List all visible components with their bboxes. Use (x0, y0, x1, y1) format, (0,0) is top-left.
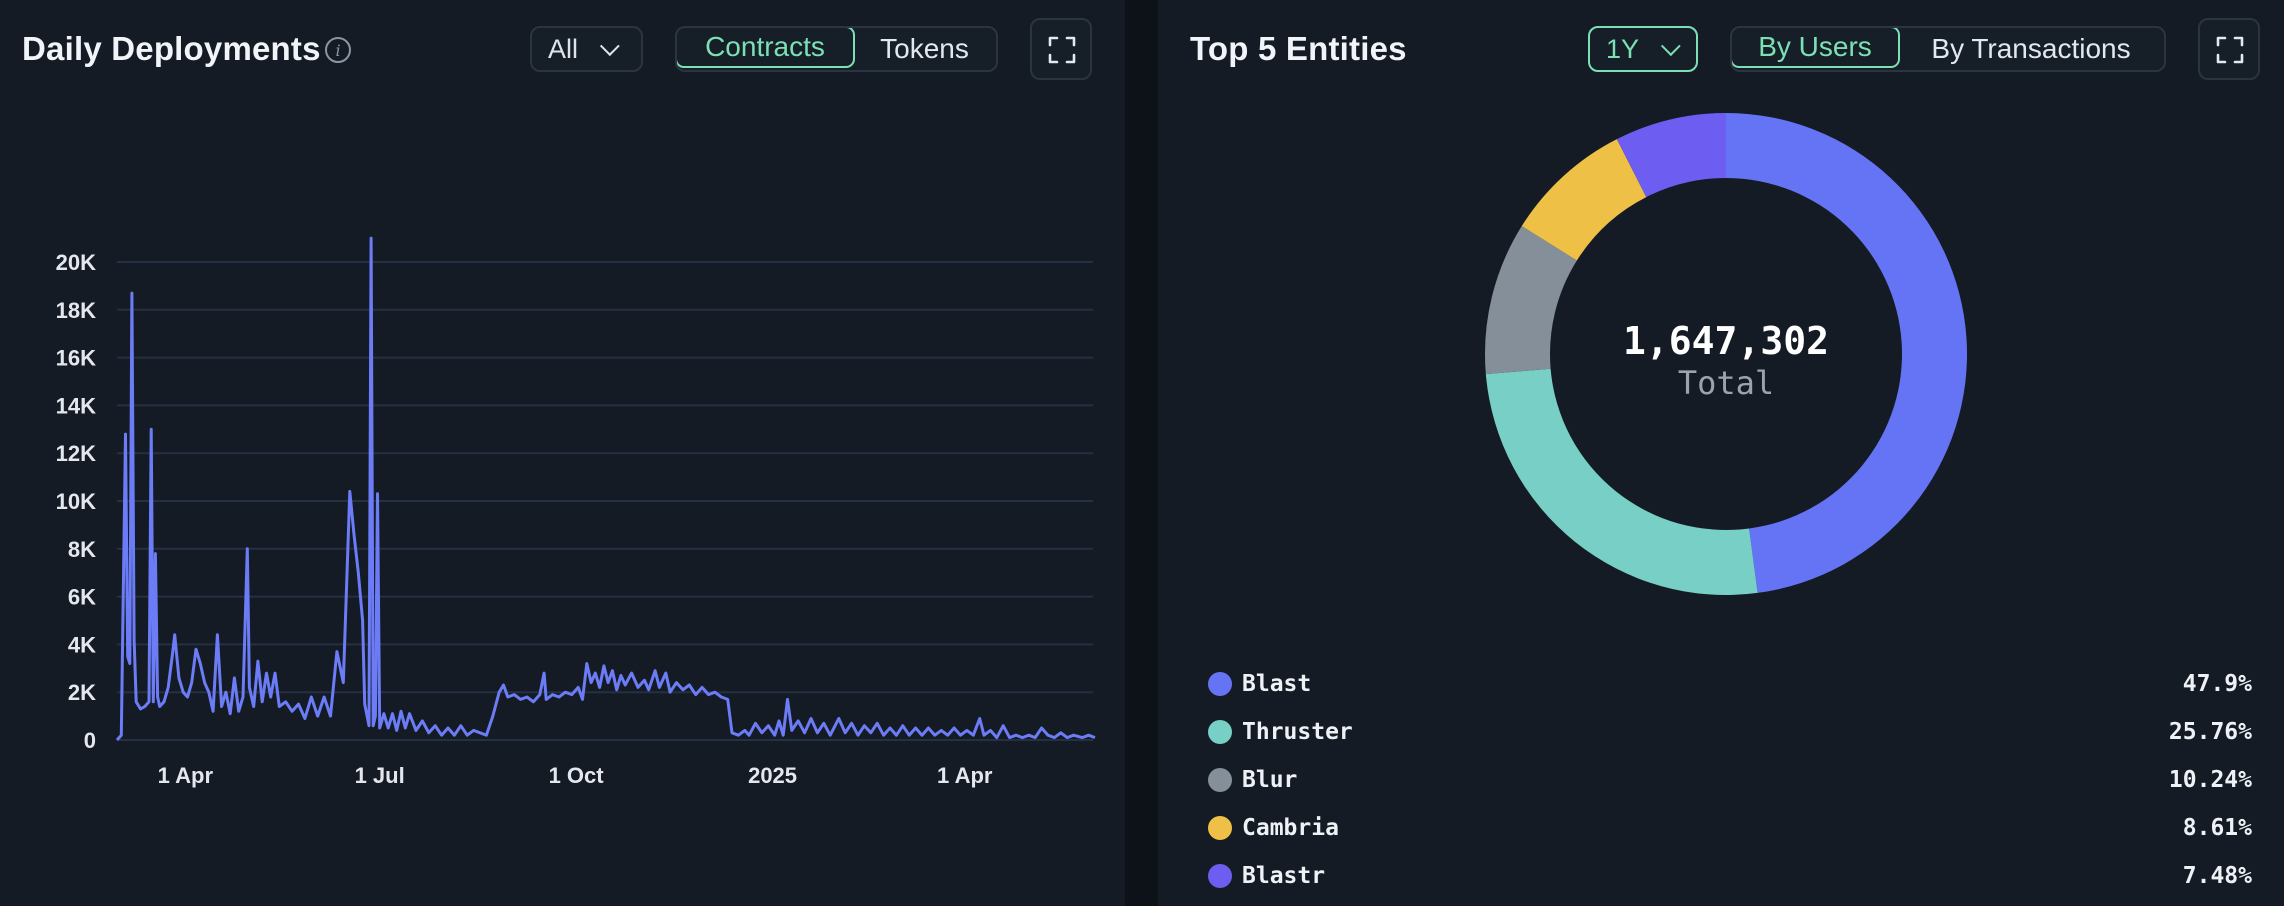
tab-by-transactions[interactable]: By Transactions (1931, 33, 2131, 64)
legend-label: Blastr (1242, 863, 1326, 889)
range-dropdown-value: All (548, 33, 579, 64)
daily-deployments-chart: 0 2K 4K 6K 8K 10K 12K 14K 16K 18K 20K 1 Apr 1 Jul 1 … (56, 236, 1096, 788)
x-tick-label: 1 Jul (355, 763, 405, 788)
page-title: Daily Deployments (22, 30, 321, 67)
y-tick-label: 18K (56, 298, 96, 323)
expand-button[interactable] (2198, 18, 2260, 80)
expand-icon (1048, 36, 1076, 64)
legend-item[interactable]: Thruster 25.76% (1208, 708, 2252, 756)
x-tick-label: 1 Apr (937, 763, 993, 788)
donut-slice-thruster[interactable] (1485, 368, 1758, 595)
x-tick-label: 1 Oct (549, 763, 605, 788)
legend-item[interactable]: Blastr 7.48% (1208, 852, 2252, 900)
donut-slice-cambria[interactable] (1521, 139, 1647, 261)
tab-contracts[interactable]: Contracts (677, 28, 855, 68)
donut-total-label: Total (1678, 364, 1774, 402)
entities-range-value: 1Y (1606, 33, 1640, 64)
expand-icon (2216, 36, 2244, 64)
legend-label: Blast (1242, 671, 1312, 697)
entities-range-dropdown[interactable]: 1Y (1588, 26, 1698, 72)
x-tick-label: 1 Apr (158, 763, 214, 788)
legend-swatch (1208, 720, 1232, 744)
y-tick-label: 20K (56, 250, 96, 275)
legend-item[interactable]: Blast 47.9% (1208, 660, 2252, 708)
donut-slice-blast[interactable] (1726, 112, 1968, 593)
donut-legend: Blast 47.9% Thruster 25.76% Blur 10.24% Cambri… (1208, 660, 2252, 900)
y-tick-label: 12K (56, 441, 96, 466)
donut-slice-blur[interactable] (1485, 226, 1577, 375)
y-tick-label: 14K (56, 393, 96, 418)
panel-divider (1125, 0, 1158, 906)
y-tick-label: 4K (68, 632, 96, 657)
tab-by-users[interactable]: By Users (1732, 28, 1900, 68)
legend-label: Cambria (1242, 815, 1339, 841)
deployment-type-toggle: Contracts Tokens (675, 26, 998, 72)
legend-item[interactable]: Blur 10.24% (1208, 756, 2252, 804)
y-tick-label: 2K (68, 680, 96, 705)
legend-percentage: 25.76% (2168, 719, 2252, 745)
panel-title: Top 5 Entities (1190, 30, 1407, 67)
y-tick-label: 16K (56, 346, 96, 371)
legend-swatch (1208, 816, 1232, 840)
series-line (115, 236, 1096, 742)
y-tick-label: 0 (84, 728, 96, 753)
y-tick-label: 6K (68, 585, 96, 610)
legend-label: Thruster (1242, 719, 1353, 745)
legend-swatch (1208, 768, 1232, 792)
legend-percentage: 7.48% (2182, 863, 2252, 889)
entities-metric-toggle: By Users By Transactions (1730, 26, 2166, 72)
donut-slice-blastr[interactable] (1616, 113, 1726, 198)
legend-item[interactable]: Cambria 8.61% (1208, 804, 2252, 852)
range-dropdown[interactable]: All (530, 26, 643, 72)
expand-button[interactable] (1030, 18, 1092, 80)
legend-percentage: 10.24% (2168, 767, 2252, 793)
info-icon[interactable]: i (325, 37, 351, 63)
donut-total-value: 1,647,302 (1623, 319, 1829, 363)
legend-swatch (1208, 864, 1232, 888)
legend-percentage: 8.61% (2182, 815, 2252, 841)
legend-percentage: 47.9% (2182, 671, 2252, 697)
y-tick-label: 10K (56, 489, 96, 514)
x-tick-label: 2025 (748, 763, 797, 788)
y-tick-label: 8K (68, 537, 96, 562)
legend-label: Blur (1242, 767, 1298, 793)
legend-swatch (1208, 672, 1232, 696)
tab-tokens[interactable]: Tokens (880, 33, 969, 64)
